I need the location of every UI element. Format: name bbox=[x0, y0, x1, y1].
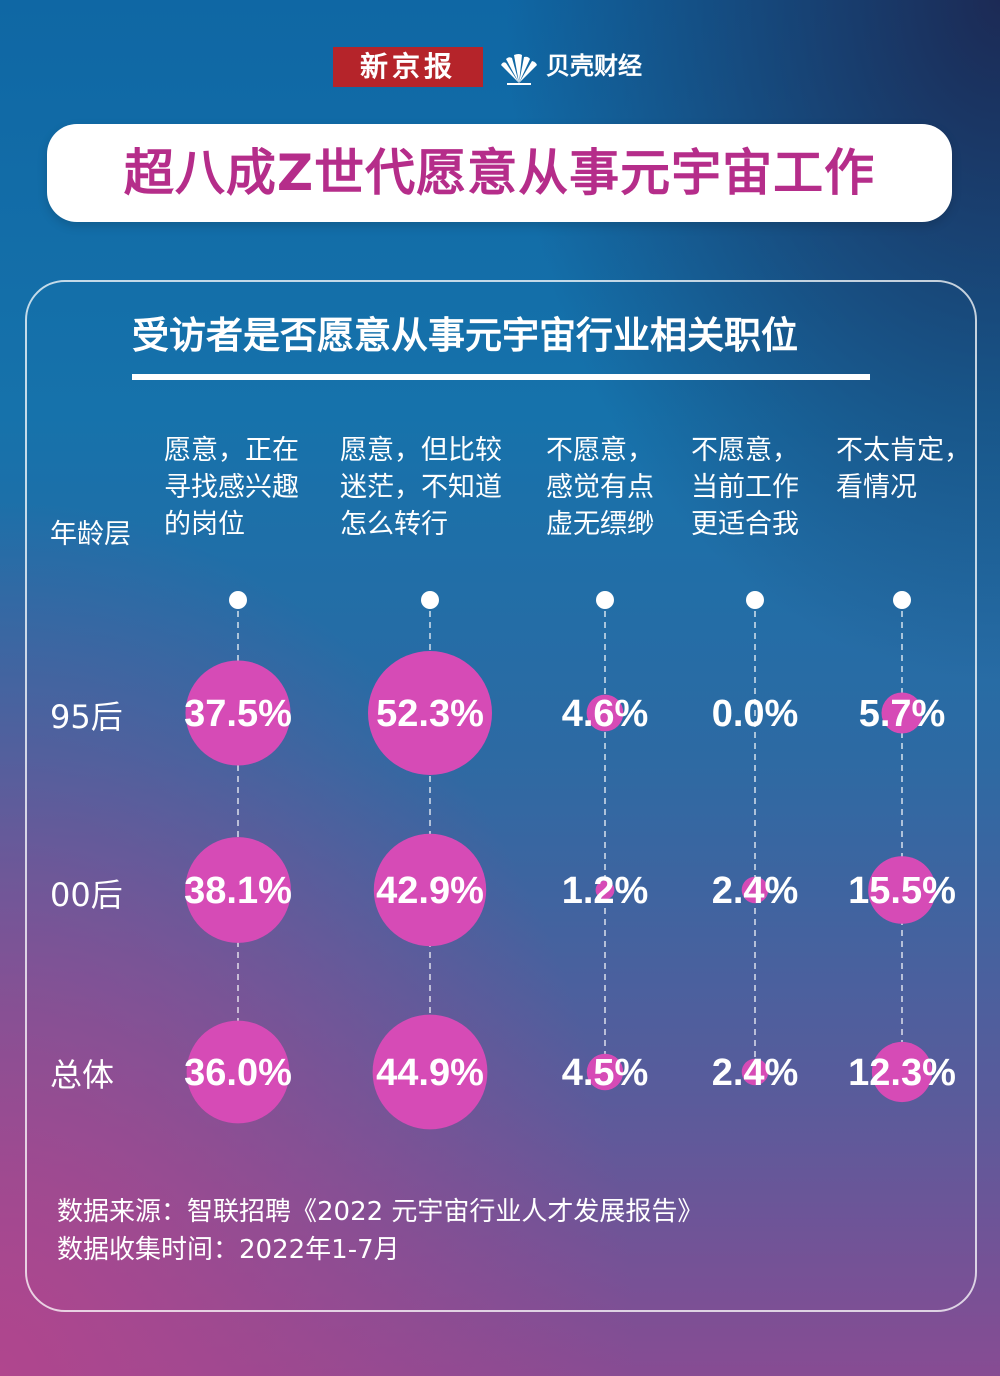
source-note: 数据来源：智联招聘《2022 元宇宙行业人才发展报告》 数据收集时间：2022年… bbox=[57, 1193, 703, 1269]
column-header-3: 不愿意， 感觉有点 虚无缥缈 bbox=[546, 435, 654, 540]
data-bubble bbox=[368, 651, 492, 775]
data-label: 4.5% bbox=[562, 1052, 649, 1094]
data-bubble bbox=[881, 692, 923, 734]
chart-panel bbox=[25, 280, 977, 1312]
collection-time-line: 数据收集时间：2022年1-7月 bbox=[57, 1235, 400, 1265]
data-bubble bbox=[741, 876, 769, 904]
subtitle-underline bbox=[132, 374, 870, 380]
newspaper-logo: 新京报 bbox=[333, 47, 483, 87]
page-title: 超八成Z世代愿意从事元宇宙工作 bbox=[123, 144, 876, 202]
column-marker-dot bbox=[229, 591, 247, 609]
data-label: 4.6% bbox=[562, 693, 649, 735]
data-bubble bbox=[586, 1053, 624, 1091]
column-marker-dot bbox=[421, 591, 439, 609]
column-header-2: 愿意，但比较 迷茫，不知道 怎么转行 bbox=[340, 435, 502, 540]
data-bubble bbox=[595, 880, 615, 900]
data-bubble bbox=[871, 1041, 933, 1103]
data-label: 36.0% bbox=[184, 1052, 292, 1094]
data-bubble bbox=[372, 1014, 488, 1130]
column-header-5: 不太肯定， 看情况 bbox=[836, 435, 971, 503]
data-label: 5.7% bbox=[859, 693, 946, 735]
data-bubble bbox=[185, 660, 291, 766]
data-bubble bbox=[868, 856, 936, 924]
source-line: 数据来源：智联招聘《2022 元宇宙行业人才发展报告》 bbox=[57, 1197, 704, 1227]
column-marker-dot bbox=[746, 591, 764, 609]
data-bubble bbox=[186, 1020, 290, 1124]
column-header-4: 不愿意， 当前工作 更适合我 bbox=[691, 435, 799, 540]
data-label: 2.4% bbox=[712, 870, 799, 912]
data-label: 42.9% bbox=[376, 870, 484, 912]
data-label: 2.4% bbox=[712, 1052, 799, 1094]
data-label: 44.9% bbox=[376, 1052, 484, 1094]
column-marker-dot bbox=[893, 591, 911, 609]
data-bubble bbox=[185, 837, 291, 943]
data-label: 1.2% bbox=[562, 870, 649, 912]
column-marker-dot bbox=[596, 591, 614, 609]
title-banner: 超八成Z世代愿意从事元宇宙工作 bbox=[47, 124, 952, 222]
data-label: 15.5% bbox=[848, 870, 956, 912]
column-header-1: 愿意，正在 寻找感兴趣 的岗位 bbox=[164, 435, 299, 540]
row-label-00: 00后 bbox=[50, 876, 123, 914]
data-bubble bbox=[741, 1058, 769, 1086]
row-header: 年龄层 bbox=[50, 519, 131, 550]
data-bubble bbox=[373, 833, 487, 947]
row-label-95: 95后 bbox=[50, 698, 123, 736]
brand-bar: 新京报 贝壳财经 bbox=[0, 47, 1000, 87]
shell-logo-icon bbox=[501, 54, 537, 85]
row-label-total: 总体 bbox=[50, 1056, 115, 1094]
data-label: 12.3% bbox=[848, 1052, 956, 1094]
partner-logo-text: 贝壳财经 bbox=[546, 52, 642, 80]
data-bubble bbox=[586, 694, 624, 732]
chart-subtitle: 受访者是否愿意从事元宇宙行业相关职位 bbox=[132, 314, 798, 357]
data-label: 0.0% bbox=[712, 693, 799, 735]
data-label: 52.3% bbox=[376, 693, 484, 735]
data-label: 38.1% bbox=[184, 870, 292, 912]
data-label: 37.5% bbox=[184, 693, 292, 735]
